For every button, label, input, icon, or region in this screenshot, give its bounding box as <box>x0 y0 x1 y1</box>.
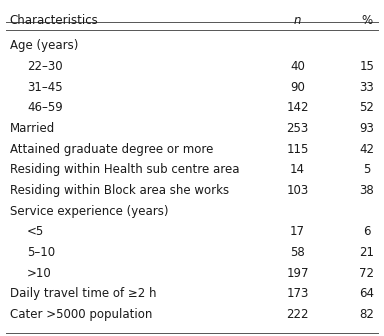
Text: 21: 21 <box>359 246 374 259</box>
Text: 6: 6 <box>363 225 371 238</box>
Text: 64: 64 <box>359 287 374 300</box>
Text: n: n <box>294 14 301 27</box>
Text: 93: 93 <box>359 122 374 135</box>
Text: Characteristics: Characteristics <box>10 14 98 27</box>
Text: Service experience (years): Service experience (years) <box>10 205 168 218</box>
Text: 33: 33 <box>359 81 374 94</box>
Text: 40: 40 <box>290 60 305 73</box>
Text: Residing within Health sub centre area: Residing within Health sub centre area <box>10 163 239 176</box>
Text: 197: 197 <box>286 267 309 280</box>
Text: 115: 115 <box>286 143 309 156</box>
Text: %: % <box>361 14 372 27</box>
Text: <5: <5 <box>27 225 44 238</box>
Text: 253: 253 <box>286 122 309 135</box>
Text: Residing within Block area she works: Residing within Block area she works <box>10 184 229 197</box>
Text: Daily travel time of ≥2 h: Daily travel time of ≥2 h <box>10 287 156 300</box>
Text: 173: 173 <box>286 287 309 300</box>
Text: 22–30: 22–30 <box>27 60 63 73</box>
Text: >10: >10 <box>27 267 51 280</box>
Text: 31–45: 31–45 <box>27 81 63 94</box>
Text: 15: 15 <box>359 60 374 73</box>
Text: 72: 72 <box>359 267 374 280</box>
Text: 46–59: 46–59 <box>27 101 63 114</box>
Text: 38: 38 <box>359 184 374 197</box>
Text: 58: 58 <box>290 246 305 259</box>
Text: Cater >5000 population: Cater >5000 population <box>10 308 152 321</box>
Text: 5–10: 5–10 <box>27 246 55 259</box>
Text: 52: 52 <box>359 101 374 114</box>
Text: 82: 82 <box>359 308 374 321</box>
Text: Attained graduate degree or more: Attained graduate degree or more <box>10 143 213 156</box>
Text: 42: 42 <box>359 143 374 156</box>
Text: 5: 5 <box>363 163 371 176</box>
Text: 17: 17 <box>290 225 305 238</box>
Text: 103: 103 <box>286 184 309 197</box>
Text: 222: 222 <box>286 308 309 321</box>
Text: 90: 90 <box>290 81 305 94</box>
Text: Married: Married <box>10 122 55 135</box>
Text: 142: 142 <box>286 101 309 114</box>
Text: 14: 14 <box>290 163 305 176</box>
Text: Age (years): Age (years) <box>10 39 78 52</box>
